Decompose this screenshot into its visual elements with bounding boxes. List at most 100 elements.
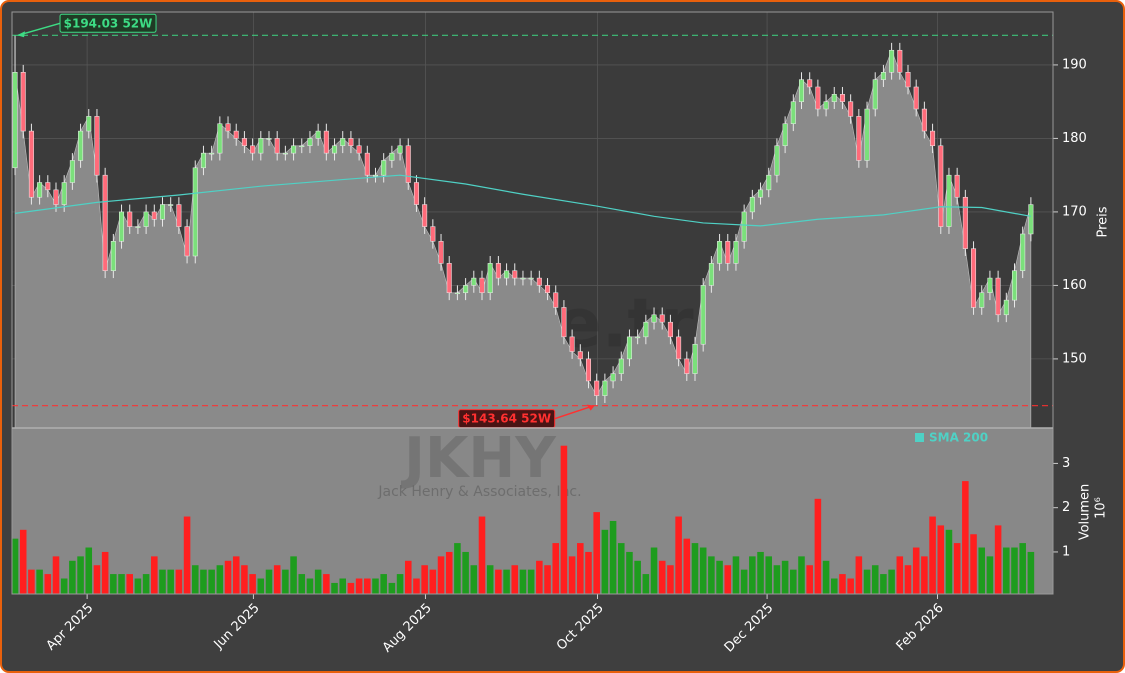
volume-bar (314, 569, 322, 594)
volume-bar (445, 551, 453, 594)
candle-body (782, 123, 788, 147)
candle-body (733, 241, 739, 264)
volume-bar (183, 516, 191, 594)
candle-body (454, 292, 460, 295)
volume-bar (527, 569, 535, 594)
candle-body (159, 204, 165, 220)
candle-body (323, 130, 329, 154)
volume-bar (167, 569, 174, 594)
y-tick-label: 150 (1062, 351, 1087, 366)
volume-bar (921, 556, 928, 594)
candle-body (618, 358, 624, 374)
candle-body (872, 79, 878, 110)
volume-bar (191, 565, 199, 594)
volume-bar (36, 569, 43, 594)
candle-body (766, 174, 772, 191)
candle-body (864, 108, 870, 161)
plot-border (11, 11, 1054, 595)
candle-body (135, 226, 141, 228)
volume-bar (200, 569, 207, 594)
volume-bar (790, 569, 797, 594)
volume-bar (249, 574, 256, 594)
candle-body (471, 277, 477, 286)
candle-body (241, 138, 247, 147)
volume-axis-label: Volumen (1078, 484, 1093, 541)
volume-bar (929, 516, 936, 594)
volume-bar (265, 569, 273, 594)
volume-bar (134, 578, 142, 594)
volume-bar (52, 556, 60, 594)
volume-bar (536, 560, 543, 594)
candle-body (823, 101, 829, 110)
candle-body (495, 263, 501, 279)
volume-bar (118, 574, 125, 594)
volume-bar (208, 569, 215, 594)
volume-bar (798, 556, 805, 594)
candle-body (946, 174, 952, 227)
volume-bar (290, 556, 297, 594)
candle-body (930, 130, 936, 147)
volume-bar (44, 574, 52, 594)
volume-bar (454, 543, 461, 594)
volume-bar (642, 574, 650, 594)
candle-body (86, 116, 92, 132)
candle-body (979, 292, 985, 308)
candle-body (151, 211, 157, 220)
volume-bar (994, 525, 1002, 594)
candle-body (807, 79, 813, 88)
volume-bar (904, 565, 912, 594)
volume-scale: 10⁶ (1094, 497, 1109, 519)
y-tick-label: 160 (1062, 278, 1087, 293)
y-tick-label: 170 (1062, 204, 1087, 219)
volume-bar (863, 569, 871, 594)
candle-body (233, 130, 239, 139)
volume-bar (806, 565, 813, 594)
y-axis-label: Preis (1096, 206, 1111, 237)
volume-bar (11, 538, 19, 594)
candle-body (274, 138, 280, 154)
candle-body (569, 336, 575, 352)
candle-body (110, 241, 116, 271)
candle-body (708, 263, 714, 286)
candle-body (692, 343, 698, 374)
volume-bar (486, 565, 494, 594)
candle-body (45, 182, 51, 191)
candle-body (880, 72, 886, 80)
volume-bar (609, 520, 617, 594)
candle-body (905, 72, 911, 88)
candle-body (217, 123, 223, 154)
candle-body (610, 373, 616, 382)
candle-body (741, 211, 747, 242)
volume-bar (93, 565, 101, 594)
candle-body (971, 248, 977, 308)
candle-body (12, 72, 18, 169)
candle-body (921, 108, 927, 132)
candle-body (749, 196, 755, 213)
candle-body (594, 380, 600, 396)
candle-body (463, 285, 469, 294)
volume-bar (585, 551, 592, 594)
candle-body (405, 145, 411, 183)
volume-bar (724, 565, 732, 594)
annotation-label: $143.64 52W (462, 412, 551, 426)
sma-line (14, 174, 1031, 227)
candle-body (225, 123, 231, 132)
candle-body (315, 130, 321, 139)
candle-body (1028, 204, 1034, 235)
candle-body (758, 189, 764, 198)
volume-bar (675, 516, 682, 594)
volume-bar (396, 574, 404, 594)
candle-body (938, 145, 944, 227)
volume-bar (716, 560, 723, 594)
candle-body (684, 358, 690, 374)
volume-bar (372, 578, 379, 594)
candle-body (839, 94, 845, 102)
candle-body (372, 174, 378, 177)
annotation-arrow (17, 22, 61, 37)
volume-bar (60, 578, 68, 594)
candle-body (774, 145, 780, 176)
candle-body (299, 145, 305, 148)
volume-bar (216, 565, 224, 594)
candle-body (28, 130, 34, 198)
